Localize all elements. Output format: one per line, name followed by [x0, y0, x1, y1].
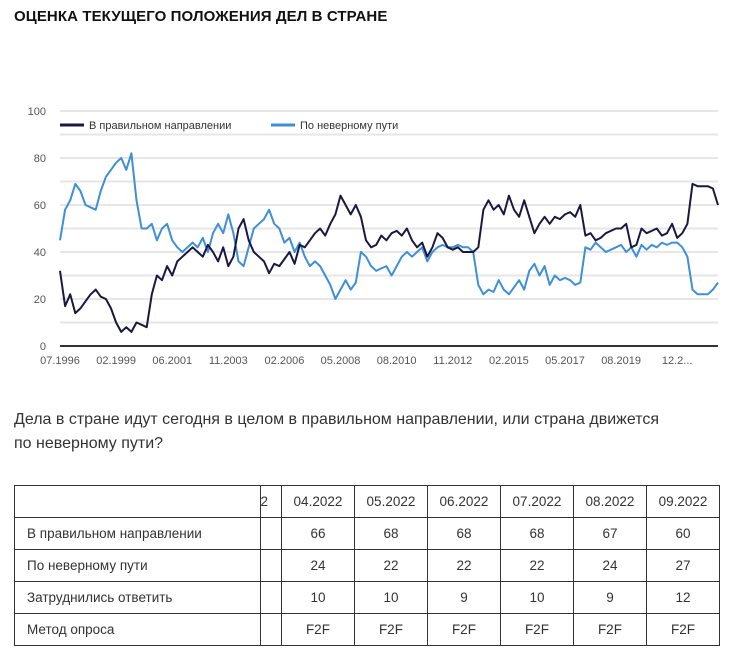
clipped-cell: [259, 549, 282, 582]
cell: 66: [280, 517, 355, 550]
y-tick-label: 40: [34, 247, 46, 259]
legend: В правильном направлении По неверному пут…: [60, 120, 398, 132]
survey-question: Дела в стране идут сегодня в целом в пра…: [14, 408, 740, 456]
page-title: ОЦЕНКА ТЕКУЩЕГО ПОЛОЖЕНИЯ ДЕЛ В СТРАНЕ: [14, 8, 388, 25]
cell: 22: [426, 549, 501, 582]
cell: F2F: [280, 613, 355, 646]
grid: [60, 110, 718, 347]
y-tick-label: 0: [40, 341, 46, 353]
x-tick-label: 11.2003: [209, 355, 248, 367]
cell: 9: [572, 581, 647, 614]
cell: 10: [280, 581, 355, 614]
cell: 12: [645, 581, 720, 614]
header-cell: 07.2022: [499, 485, 574, 518]
x-tick-label: 05.2017: [545, 355, 585, 367]
header-cell: 05.2022: [353, 485, 428, 518]
header-cell: 04.2022: [280, 485, 355, 518]
cell: 24: [572, 549, 647, 582]
cell: 9: [426, 581, 501, 614]
header-clipped: 2: [259, 485, 282, 518]
x-tick-label: 06.2001: [152, 355, 192, 367]
clipped-cell: [259, 517, 282, 550]
series-lines: [59, 152, 719, 333]
cell: F2F: [572, 613, 647, 646]
cell: 68: [499, 517, 574, 550]
row-label: Метод опроса: [14, 613, 261, 646]
series-line: [59, 152, 719, 300]
cell: 22: [499, 549, 574, 582]
x-tick-label: 07.1996: [40, 355, 80, 367]
cell: F2F: [353, 613, 428, 646]
x-tick-label: 11.2012: [433, 355, 472, 367]
row-label: Затруднились ответить: [14, 581, 261, 614]
line-chart: 0 20 40 60 80 100 07.1996 02.1999 06.2001 11.200…: [28, 106, 719, 367]
y-tick-label: 60: [34, 200, 46, 212]
cell: 22: [353, 549, 428, 582]
cell: 10: [499, 581, 574, 614]
cell: 60: [645, 517, 720, 550]
header-corner: [14, 485, 261, 518]
y-tick-label: 100: [28, 106, 46, 118]
series-line: [59, 182, 719, 333]
row-label: По неверному пути: [14, 549, 261, 582]
header-cell: 08.2022: [572, 485, 647, 518]
y-axis: 0 20 40 60 80 100: [28, 106, 46, 353]
cell: 27: [645, 549, 720, 582]
cell: 10: [353, 581, 428, 614]
header-cell: 06.2022: [426, 485, 501, 518]
question-line-1: Дела в стране идут сегодня в целом в пра…: [14, 411, 660, 428]
results-table: 2 04.2022 05.2022 06.2022 07.2022 08.202…: [14, 485, 720, 646]
table-row: По неверному пути 24 22 22 22 24 27: [14, 549, 720, 582]
clipped-cell: [259, 613, 282, 646]
x-tick-label: 02.1999: [96, 355, 136, 367]
x-tick-label: 08.2010: [377, 355, 417, 367]
table-row: Метод опроса F2F F2F F2F F2F F2F F2F: [14, 613, 720, 646]
y-tick-label: 80: [34, 153, 46, 165]
header-cell: 09.2022: [645, 485, 720, 518]
x-tick-label: 08.2019: [601, 355, 641, 367]
x-tick-label: 02.2006: [265, 355, 305, 367]
x-tick-label: 05.2008: [321, 355, 361, 367]
cell: 68: [426, 517, 501, 550]
table-row: Затруднились ответить 10 10 9 10 9 12: [14, 581, 720, 614]
x-axis: 07.1996 02.1999 06.2001 11.2003 02.2006 05.20…: [40, 355, 692, 367]
clipped-cell: [259, 581, 282, 614]
row-label: В правильном направлении: [14, 517, 261, 550]
y-tick-label: 20: [34, 294, 46, 306]
cell: F2F: [645, 613, 720, 646]
legend-label: По неверному пути: [300, 120, 398, 132]
x-tick-label: 02.2015: [489, 355, 529, 367]
x-tick-label: 12.2...: [662, 355, 693, 367]
cell: 68: [353, 517, 428, 550]
question-line-2: по неверному пути?: [14, 435, 164, 452]
table-header-row: 2 04.2022 05.2022 06.2022 07.2022 08.202…: [14, 485, 720, 518]
cell: F2F: [499, 613, 574, 646]
cell: F2F: [426, 613, 501, 646]
cell: 24: [280, 549, 355, 582]
table-row: В правильном направлении 66 68 68 68 67 60: [14, 517, 720, 550]
cell: 67: [572, 517, 647, 550]
legend-label: В правильном направлении: [89, 120, 231, 132]
